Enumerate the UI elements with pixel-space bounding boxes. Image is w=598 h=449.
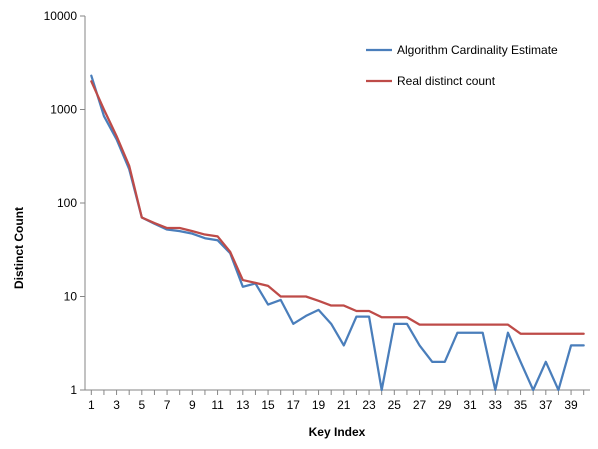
x-tick-label: 35 xyxy=(514,398,528,412)
x-tick-label: 11 xyxy=(211,398,224,412)
y-tick-label: 1 xyxy=(70,383,77,397)
legend: Algorithm Cardinality Estimate Real dist… xyxy=(366,43,558,88)
x-tick-label: 15 xyxy=(261,398,275,412)
y-tick-label: 10 xyxy=(64,290,78,304)
x-tick-label: 25 xyxy=(388,398,402,412)
x-tick-label: 21 xyxy=(337,398,351,412)
x-tick-label: 1 xyxy=(88,398,95,412)
x-tick-label: 37 xyxy=(539,398,553,412)
x-tick-label: 29 xyxy=(438,398,452,412)
x-tick-label: 27 xyxy=(413,398,427,412)
series-line-real-distinct-count xyxy=(90,80,585,335)
legend-label-real-distinct-count: Real distinct count xyxy=(397,74,496,88)
series-line-algorithm-estimate xyxy=(90,74,585,392)
x-tick-label: 3 xyxy=(113,398,120,412)
x-tick-label: 33 xyxy=(489,398,503,412)
x-tick-label: 7 xyxy=(164,398,171,412)
series-lines xyxy=(90,74,585,392)
y-tick-label: 100 xyxy=(57,196,77,210)
x-tick-label: 13 xyxy=(236,398,250,412)
y-axis-title: Distinct Count xyxy=(12,207,26,289)
y-tick-label: 10000 xyxy=(44,9,78,23)
x-tick-label: 17 xyxy=(287,398,301,412)
x-axis-title: Key Index xyxy=(309,425,366,439)
x-tick-label: 19 xyxy=(312,398,326,412)
legend-label-algorithm-estimate: Algorithm Cardinality Estimate xyxy=(397,43,558,57)
x-tick-label: 39 xyxy=(564,398,578,412)
axes xyxy=(80,15,590,395)
x-tick-label: 23 xyxy=(362,398,376,412)
x-tick-label: 5 xyxy=(138,398,145,412)
y-tick-label: 1000 xyxy=(50,103,77,117)
x-tick-label: 9 xyxy=(189,398,196,412)
x-tick-label: 31 xyxy=(463,398,477,412)
